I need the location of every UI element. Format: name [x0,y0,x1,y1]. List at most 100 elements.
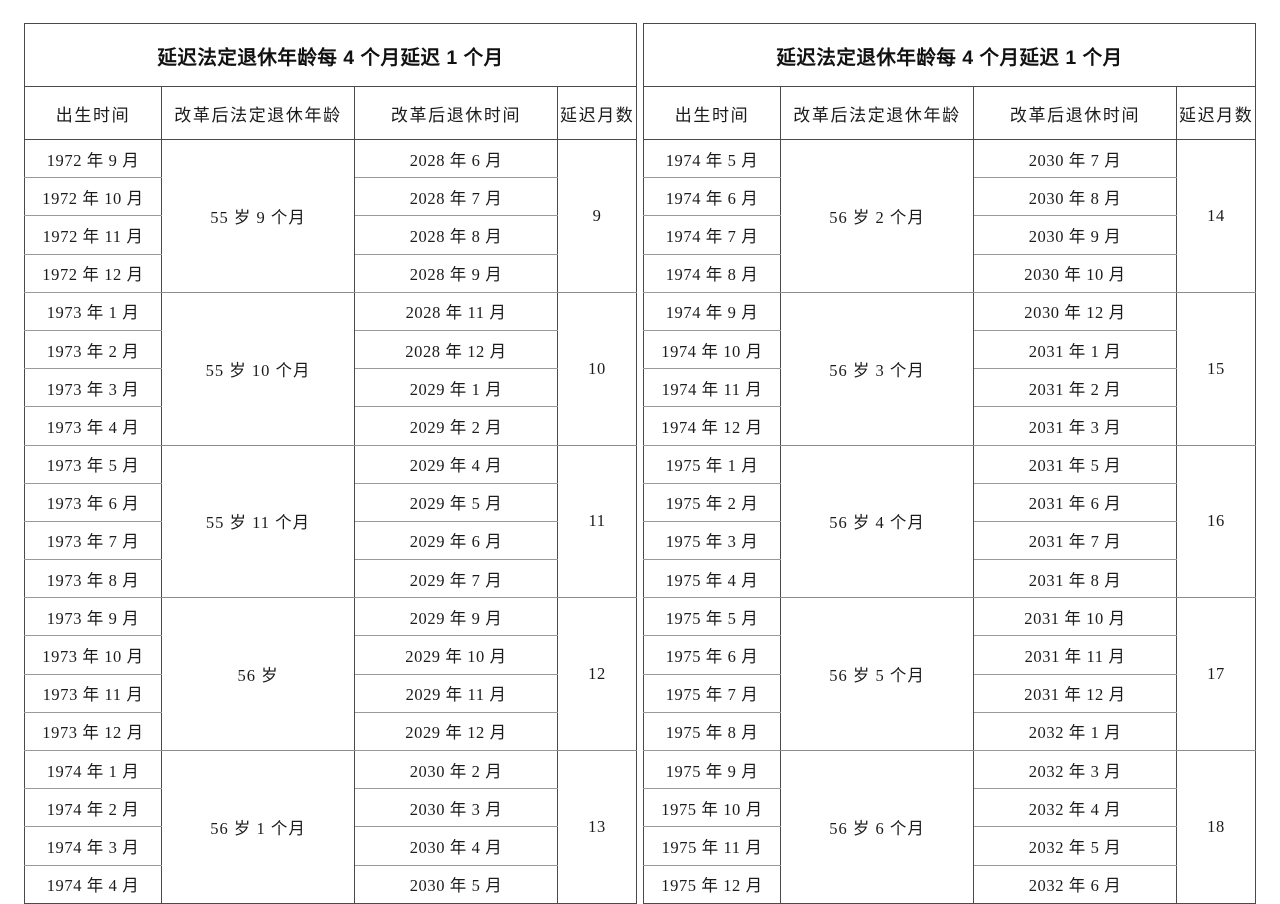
cell-birth-time: 1975 年 1 月 [643,445,781,484]
table-row: 1974 年 11 月 2031 年 2 月 [643,368,1256,408]
table-row: 1973 年 9 月 56 岁 2029 年 9 月 12 [24,597,637,751]
table-title: 延迟法定退休年龄每 4 个月延迟 1 个月 [24,23,637,87]
column-header-retire-time: 改革后退休时间 [973,86,1177,140]
cell-delay-months: 18 [1207,816,1225,836]
cell-birth-time: 1975 年 11 月 [643,826,781,866]
cell-birth-time: 1975 年 4 月 [643,559,781,599]
cell-retire-time: 2030 年 9 月 [973,215,1177,255]
cell-birth-time: 1974 年 4 月 [24,865,162,904]
cell-delay-months: 9 [557,139,637,293]
column-header-birth-time: 出生时间 [24,86,162,140]
cell-retire-time: 2031 年 11 月 [973,635,1177,675]
column-header-retire-time: 改革后退休时间 [354,86,558,140]
cell-retire-time: 2028 年 12 月 [354,330,558,370]
table-row: 1975 年 7 月 2031 年 12 月 [643,674,1256,713]
cell-statutory-age: 56 岁 6 个月 [780,750,974,904]
table-row: 1973 年 5 月 55 岁 11 个月 2029 年 4 月 11 [24,445,637,599]
table-row: 1972 年 12 月 2028 年 9 月 [24,254,637,293]
table-row: 1973 年 8 月 2029 年 7 月 [24,559,637,599]
cell-retire-time: 2031 年 6 月 [973,483,1177,522]
table-row: 1972 年 11 月 2028 年 8 月 [24,215,637,255]
cell-birth-time: 1972 年 10 月 [24,177,162,217]
cell-retire-time: 2031 年 5 月 [973,445,1177,484]
cell-birth-time: 1973 年 12 月 [24,712,162,752]
cell-birth-time: 1973 年 6 月 [24,483,162,522]
tables-container: 延迟法定退休年龄每 4 个月延迟 1 个月 出生时间 改革后法定退休年龄 改革后退休时… [24,23,1257,904]
table-row: 1973 年 1 月 55 岁 10 个月 2028 年 11 月 10 [24,292,637,446]
cell-retire-time: 2028 年 6 月 [354,139,558,179]
cell-birth-time: 1973 年 10 月 [24,635,162,675]
cell-retire-time: 2029 年 7 月 [354,559,558,599]
cell-retire-time: 2032 年 5 月 [973,826,1177,866]
table-row: 1975 年 2 月 2031 年 6 月 [643,483,1256,522]
cell-retire-time: 2029 年 10 月 [354,635,558,675]
table-row: 1973 年 2 月 2028 年 12 月 [24,330,637,370]
cell-birth-time: 1973 年 7 月 [24,521,162,561]
cell-delay-months: 13 [588,816,606,836]
cell-statutory-age: 55 岁 11 个月 [161,445,355,599]
table-row: 1972 年 10 月 2028 年 7 月 [24,177,637,217]
cell-birth-time: 1974 年 2 月 [24,788,162,828]
column-header-delay-months: 延迟月数 [1176,86,1256,140]
cell-birth-time: 1975 年 8 月 [643,712,781,752]
table-title: 延迟法定退休年龄每 4 个月延迟 1 个月 [643,23,1256,87]
cell-retire-time: 2031 年 12 月 [973,674,1177,713]
table-row: 1974 年 12 月 2031 年 3 月 [643,406,1256,446]
cell-retire-time: 2028 年 7 月 [354,177,558,217]
table-row: 1975 年 12 月 2032 年 6 月 [643,865,1256,904]
cell-retire-time: 2031 年 3 月 [973,406,1177,446]
cell-retire-time: 2029 年 12 月 [354,712,558,752]
cell-birth-time: 1974 年 11 月 [643,368,781,408]
table-row: 1973 年 12 月 2029 年 12 月 [24,712,637,752]
cell-birth-time: 1975 年 7 月 [643,674,781,713]
cell-retire-time: 2030 年 7 月 [973,139,1177,179]
cell-statutory-age: 56 岁 3 个月 [780,292,974,446]
cell-birth-time: 1975 年 10 月 [643,788,781,828]
cell-retire-time: 2028 年 8 月 [354,215,558,255]
table-row: 1975 年 8 月 2032 年 1 月 [643,712,1256,752]
column-header-statutory-age: 改革后法定退休年龄 [161,86,355,140]
left-table: 延迟法定退休年龄每 4 个月延迟 1 个月 出生时间 改革后法定退休年龄 改革后退休时… [24,23,637,904]
cell-retire-time: 2032 年 6 月 [973,865,1177,904]
table-row: 1974 年 7 月 2030 年 9 月 [643,215,1256,255]
table-row: 1975 年 10 月 2032 年 4 月 [643,788,1256,828]
table-row: 1973 年 10 月 2029 年 10 月 [24,635,637,675]
cell-delay-months: 12 [557,597,637,751]
table-header-row: 出生时间 改革后法定退休年龄 改革后退休时间 延迟月数 [643,86,1256,140]
cell-statutory-age: 55 岁 9 个月 [161,139,355,293]
cell-retire-time: 2030 年 5 月 [354,865,558,904]
table-row: 1975 年 3 月 2031 年 7 月 [643,521,1256,561]
table-row: 1975 年 5 月 56 岁 5 个月 2031 年 10 月 17 [643,597,1256,751]
cell-retire-time: 2030 年 2 月 [354,750,558,790]
cell-retire-time: 2031 年 10 月 [973,597,1177,637]
cell-retire-time: 2029 年 5 月 [354,483,558,522]
table-row: 1975 年 9 月 56 岁 6 个月 2032 年 3 月 18 [643,750,1256,904]
cell-retire-time: 2032 年 1 月 [973,712,1177,752]
cell-birth-time: 1974 年 1 月 [24,750,162,790]
table-row: 1973 年 3 月 2029 年 1 月 [24,368,637,408]
table-row: 1975 年 11 月 2032 年 5 月 [643,826,1256,866]
table-row: 1974 年 10 月 2031 年 1 月 [643,330,1256,370]
cell-birth-time: 1974 年 5 月 [643,139,781,179]
cell-birth-time: 1973 年 2 月 [24,330,162,370]
table-row: 1975 年 6 月 2031 年 11 月 [643,635,1256,675]
table-row: 1973 年 4 月 2029 年 2 月 [24,406,637,446]
table-title-row: 延迟法定退休年龄每 4 个月延迟 1 个月 [643,23,1256,87]
cell-retire-time: 2028 年 11 月 [354,292,558,331]
table-row: 1974 年 4 月 2030 年 5 月 [24,865,637,904]
table-row: 1974 年 2 月 2030 年 3 月 [24,788,637,828]
cell-delay-months: 17 [1176,597,1256,751]
table-row: 1974 年 5 月 56 岁 2 个月 2030 年 7 月 14 [643,139,1256,293]
column-header-statutory-age: 改革后法定退休年龄 [780,86,974,140]
cell-retire-time: 2029 年 2 月 [354,406,558,446]
cell-retire-time: 2030 年 3 月 [354,788,558,828]
cell-delay-months: 16 [1176,445,1256,599]
cell-birth-time: 1974 年 12 月 [643,406,781,446]
cell-retire-time: 2031 年 7 月 [973,521,1177,561]
cell-birth-time: 1973 年 8 月 [24,559,162,599]
cell-delay-months: 15 [1176,292,1256,446]
cell-statutory-age: 56 岁 4 个月 [780,445,974,599]
table-row: 1974 年 1 月 56 岁 1 个月 2030 年 2 月 13 [24,750,637,904]
cell-birth-time: 1973 年 1 月 [24,292,162,331]
